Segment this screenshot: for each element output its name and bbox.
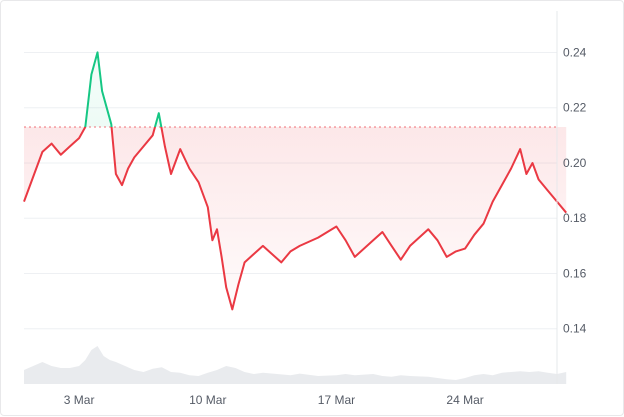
y-tick-label: 0.22 bbox=[563, 101, 587, 115]
y-tick-label: 0.14 bbox=[563, 322, 587, 336]
y-tick-label: 0.18 bbox=[563, 211, 587, 225]
price-line bbox=[23, 51, 567, 311]
y-tick-label: 0.20 bbox=[563, 156, 587, 170]
x-tick-label: 3 Mar bbox=[64, 393, 95, 407]
price-area bbox=[24, 52, 567, 310]
x-tick-label: 10 Mar bbox=[189, 393, 226, 407]
x-axis: 3 Mar 10 Mar 17 Mar 24 Mar bbox=[64, 393, 484, 407]
volume-area bbox=[24, 346, 567, 384]
price-line-above bbox=[84, 51, 163, 128]
y-axis: 0.24 0.22 0.20 0.18 0.16 0.14 bbox=[556, 11, 587, 384]
volume-fill bbox=[24, 346, 567, 384]
y-tick-label: 0.24 bbox=[563, 45, 587, 59]
price-line-below bbox=[23, 127, 567, 311]
x-tick-label: 24 Mar bbox=[446, 393, 483, 407]
y-tick-label: 0.16 bbox=[563, 266, 587, 280]
area-below-baseline bbox=[24, 127, 567, 310]
x-tick-label: 17 Mar bbox=[318, 393, 355, 407]
